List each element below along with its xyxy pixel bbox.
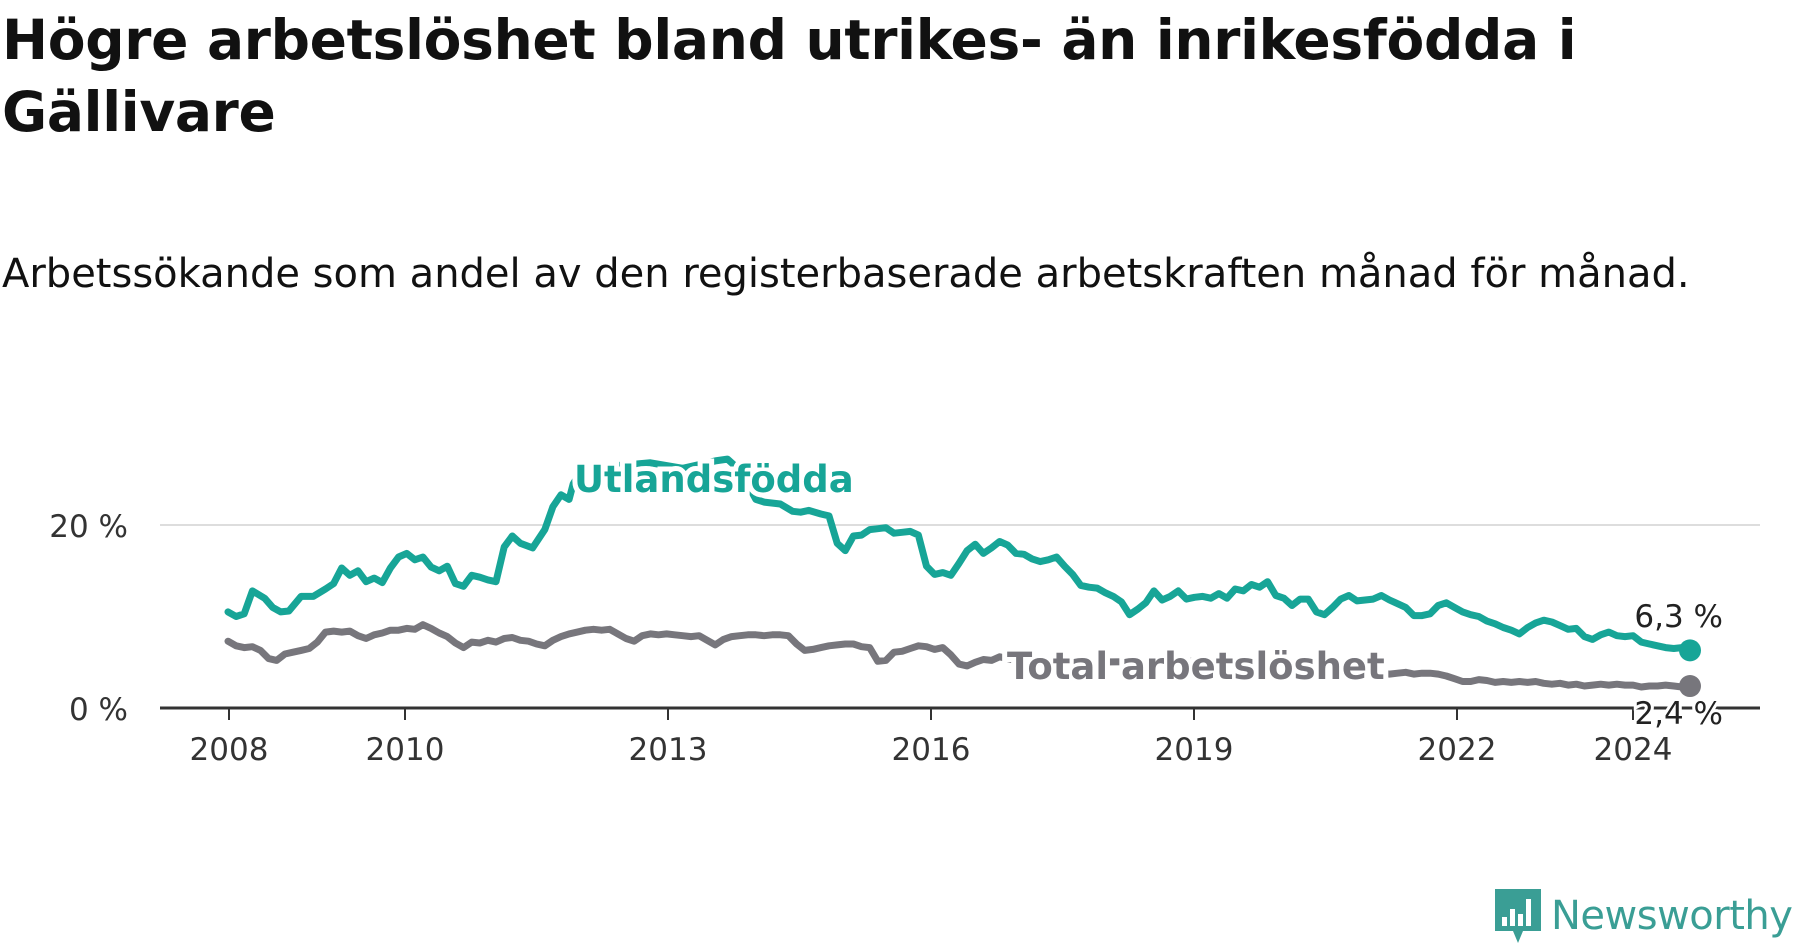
series-line-utlandsfodda <box>224 455 1694 654</box>
bar-chart-logo-icon <box>1495 889 1541 943</box>
x-tick-label: 2013 <box>629 732 708 768</box>
chart-title: Högre arbetslöshet bland utrikes- än inr… <box>2 8 1577 144</box>
end-value-label: 6,3 % <box>1634 599 1723 635</box>
y-axis-ticks: 0 % 20 % <box>49 509 128 728</box>
series-line-total <box>224 621 1694 691</box>
x-axis-ticks: 2008 2010 2013 2016 2019 2022 2024 <box>190 708 1673 768</box>
x-tick-label: 2019 <box>1155 732 1234 768</box>
series-lines <box>224 455 1701 698</box>
y-tick-label: 20 % <box>49 509 128 545</box>
x-tick-label: 2022 <box>1418 732 1497 768</box>
end-point-utlandsfodda <box>1679 639 1701 662</box>
end-value-label: 2,4 % <box>1634 696 1723 732</box>
series-labels: Utlandsfödda Total arbetslöshet 6,3 % 2,4 % <box>569 453 1726 735</box>
x-tick-label: 2010 <box>366 732 445 768</box>
x-tick-label: 2016 <box>892 732 971 768</box>
brand-logo: Newsworthy <box>1493 886 1793 946</box>
x-tick-label: 2024 <box>1594 732 1673 768</box>
end-point-total <box>1679 675 1701 698</box>
brand-name: Newsworthy <box>1551 893 1793 939</box>
chart-subtitle: Arbetssökande som andel av den registerb… <box>2 251 1690 297</box>
series-label-utlandsfodda: Utlandsfödda <box>574 458 854 501</box>
series-label-total: Total arbetslöshet <box>1007 645 1385 688</box>
x-tick-label: 2008 <box>190 732 269 768</box>
y-tick-label: 0 % <box>69 692 128 728</box>
